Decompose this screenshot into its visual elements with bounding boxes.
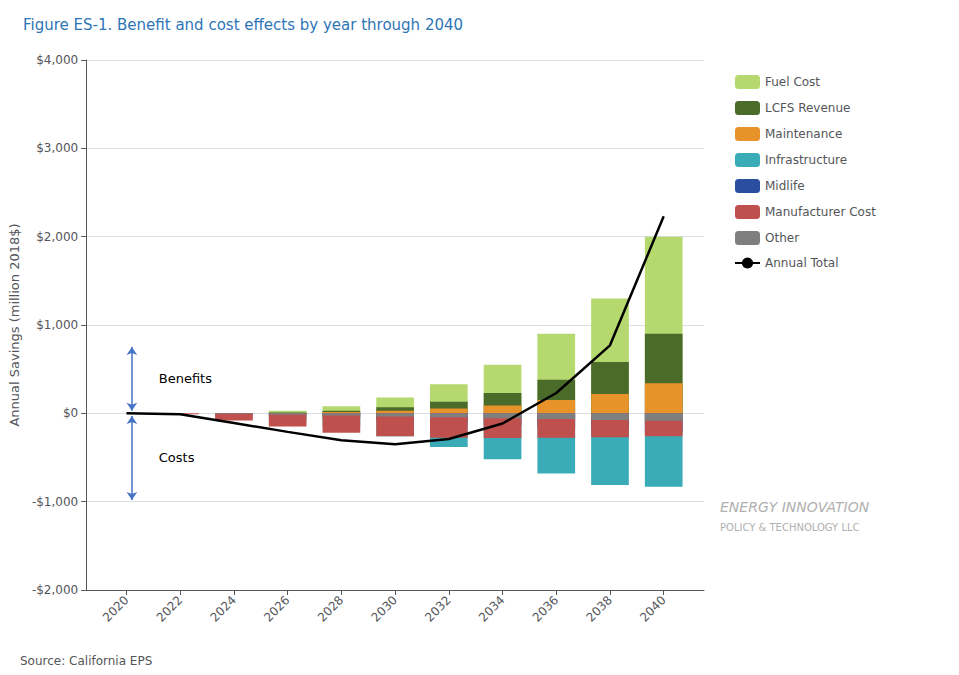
svg-text:2038: 2038 [583,593,614,624]
svg-text:2032: 2032 [422,593,453,624]
svg-text:Midlife: Midlife [765,179,805,193]
svg-text:2034: 2034 [476,593,507,624]
svg-text:$0: $0 [63,406,78,420]
svg-text:$4,000: $4,000 [36,53,78,67]
svg-text:-$2,000: -$2,000 [32,583,78,597]
svg-text:ENERGY INNOVATION: ENERGY INNOVATION [720,499,870,515]
svg-text:$3,000: $3,000 [36,141,78,155]
svg-text:$2,000: $2,000 [36,230,78,244]
svg-text:2020: 2020 [100,593,131,624]
svg-text:2040: 2040 [637,593,668,624]
svg-text:Costs: Costs [159,450,195,465]
svg-text:Annual Total: Annual Total [765,256,839,270]
svg-text:Benefits: Benefits [159,371,212,386]
svg-text:Manufacturer Cost: Manufacturer Cost [765,205,876,219]
svg-text:Infrastructure: Infrastructure [765,153,847,167]
svg-text:Other: Other [765,231,799,245]
svg-text:2036: 2036 [530,593,561,624]
svg-text:LCFS Revenue: LCFS Revenue [765,101,850,115]
svg-text:2030: 2030 [369,593,400,624]
svg-text:2028: 2028 [315,593,346,624]
svg-text:Source: California EPS: Source: California EPS [20,654,152,668]
svg-text:Maintenance: Maintenance [765,127,842,141]
svg-text:Fuel Cost: Fuel Cost [765,75,820,89]
svg-text:2026: 2026 [261,593,292,624]
svg-text:POLICY & TECHNOLOGY LLC: POLICY & TECHNOLOGY LLC [720,522,860,533]
svg-text:2024: 2024 [207,593,238,624]
svg-text:Figure ES-1. Benefit and cost: Figure ES-1. Benefit and cost effects by… [23,16,463,34]
svg-text:$1,000: $1,000 [36,318,78,332]
svg-text:Annual Savings (million 2018$): Annual Savings (million 2018$) [7,223,22,426]
svg-text:-$1,000: -$1,000 [32,495,78,509]
svg-text:2022: 2022 [154,593,185,624]
